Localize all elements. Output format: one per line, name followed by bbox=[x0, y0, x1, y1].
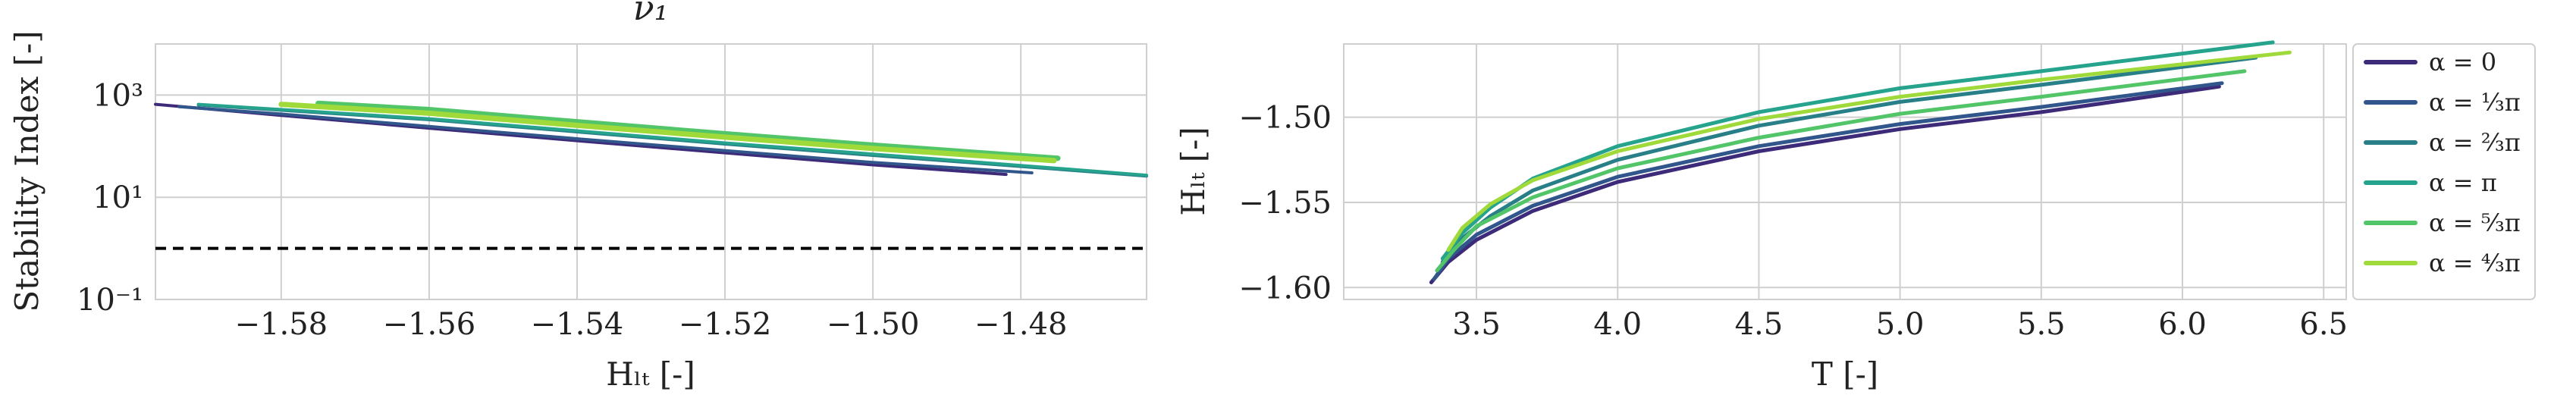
right-plot-area bbox=[1343, 43, 2347, 300]
legend-label: α = π bbox=[2429, 168, 2497, 197]
x-tick-label: −1.56 bbox=[383, 307, 476, 342]
stability-index-chart: −1.58 −1.56 −1.54 −1.52 −1.50 −1.48 10⁻¹ 10¹ 10³… bbox=[8, 0, 1148, 393]
x-tick-label: −1.58 bbox=[235, 307, 328, 342]
series-line-3 bbox=[1440, 40, 2275, 261]
y-tick-label: 10⁻¹ bbox=[77, 283, 143, 318]
left-series-group bbox=[154, 100, 1148, 178]
x-tick-label: −1.50 bbox=[827, 307, 920, 342]
legend-label: α = ⁵⁄₃π bbox=[2429, 208, 2521, 237]
legend-items: α = 0 α = ⅓π α = ⅔π α = π α = ⁵⁄₃π α = ⁴⁄₃π bbox=[2364, 48, 2521, 277]
x-tick-label: 6.5 bbox=[2299, 307, 2348, 342]
y-tick-label: 10¹ bbox=[93, 180, 143, 215]
series-line-3 bbox=[196, 102, 1148, 177]
legend-label: α = ⁴⁄₃π bbox=[2429, 249, 2521, 277]
left-gridlines bbox=[155, 44, 1147, 300]
legend: α = 0 α = ⅓π α = ⅔π α = π α = ⁵⁄₃π α = ⁴⁄₃π bbox=[2352, 43, 2536, 300]
series-line-1 bbox=[1432, 81, 2224, 281]
x-tick-label: 4.0 bbox=[1593, 307, 1642, 342]
x-tick-label: 5.5 bbox=[2017, 307, 2066, 342]
y-tick-label: −1.55 bbox=[1238, 186, 1332, 221]
legend-label: α = ⅓π bbox=[2429, 88, 2521, 117]
x-tick-label: 4.5 bbox=[1735, 307, 1784, 342]
series-line-0 bbox=[1429, 84, 2221, 284]
left-tick-labels: −1.58 −1.56 −1.54 −1.52 −1.50 −1.48 10⁻¹ 10¹ 10³ bbox=[77, 78, 1068, 342]
left-y-axis-label: Stability Index [-] bbox=[8, 30, 45, 312]
right-series-group bbox=[1429, 40, 2292, 284]
x-tick-label: −1.48 bbox=[974, 307, 1068, 342]
y-tick-label: −1.50 bbox=[1238, 101, 1332, 136]
legend-label: α = 0 bbox=[2429, 48, 2496, 77]
x-tick-label: −1.54 bbox=[531, 307, 624, 342]
y-tick-label: 10³ bbox=[93, 78, 143, 113]
x-tick-label: 6.0 bbox=[2158, 307, 2207, 342]
left-x-axis-label: Hₗₜ [-] bbox=[606, 356, 695, 393]
x-tick-label: −1.52 bbox=[679, 307, 772, 342]
right-y-axis-label: Hₗₜ [-] bbox=[1175, 127, 1212, 216]
legend-box bbox=[2352, 43, 2536, 300]
legend-label: α = ⅔π bbox=[2429, 128, 2521, 157]
series-line-4 bbox=[1435, 69, 2247, 273]
x-tick-label: 3.5 bbox=[1452, 307, 1501, 342]
series-line-1 bbox=[177, 105, 1034, 174]
hlt-vs-t-chart: 3.5 4.0 4.5 5.0 5.5 6.0 6.5 −1.60 −1.55 −1.50 T [… bbox=[1175, 40, 2348, 393]
right-x-axis-label: T [-] bbox=[1812, 356, 1878, 393]
right-tick-labels: 3.5 4.0 4.5 5.0 5.5 6.0 6.5 −1.60 −1.55 −1.50 bbox=[1238, 101, 2348, 342]
series-line-4 bbox=[315, 100, 1061, 161]
series-line-5 bbox=[1446, 50, 2292, 252]
y-tick-label: −1.60 bbox=[1238, 271, 1332, 306]
left-chart-title: ν₁ bbox=[633, 0, 668, 28]
x-tick-label: 5.0 bbox=[1876, 307, 1925, 342]
series-line-5 bbox=[278, 102, 1057, 164]
